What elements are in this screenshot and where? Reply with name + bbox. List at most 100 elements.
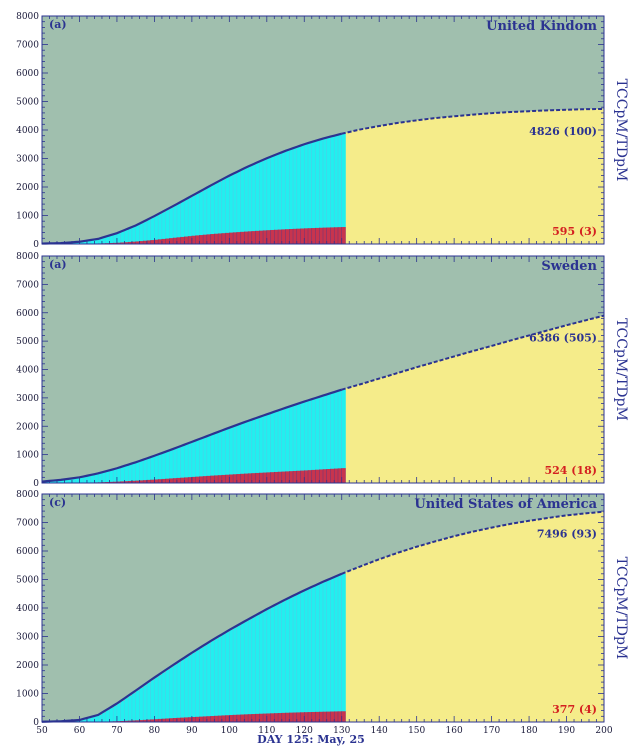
- cases-bar: [139, 688, 143, 722]
- cases-bar: [192, 653, 196, 722]
- deaths-bar: [267, 713, 271, 722]
- y-axis-label: TCCpM/TDpM: [613, 318, 629, 421]
- x-tick-label: 50: [36, 726, 48, 736]
- deaths-bar: [199, 476, 203, 483]
- panel-label: (c): [49, 496, 66, 509]
- deaths-bar: [259, 473, 263, 483]
- x-tick-label: 100: [221, 726, 238, 736]
- y-tick-label: 8000: [16, 490, 39, 500]
- cases-bar: [147, 683, 151, 722]
- cases-bar: [124, 698, 128, 722]
- deaths-bar: [222, 233, 226, 244]
- panel-2: 010002000300040005000600070008000(a)Swed…: [16, 252, 629, 489]
- cases-bar: [102, 472, 106, 483]
- deaths-bar: [327, 712, 331, 722]
- cases-bar: [229, 630, 233, 722]
- cases-bar: [252, 617, 256, 722]
- x-tick-label: 80: [149, 726, 161, 736]
- deaths-bar: [304, 712, 308, 722]
- deaths-bar: [342, 711, 346, 722]
- cases-bar: [132, 693, 136, 722]
- cases-bar: [177, 663, 181, 722]
- deaths-bar: [184, 477, 188, 483]
- cases-bar: [214, 639, 218, 722]
- deaths-value-label: 595 (3): [552, 225, 597, 238]
- deaths-bar: [312, 712, 316, 722]
- y-tick-label: 0: [33, 240, 39, 250]
- deaths-bar: [162, 239, 166, 244]
- cases-bar: [244, 622, 248, 722]
- cases-bar: [203, 646, 207, 722]
- cases-bar: [196, 440, 200, 483]
- cases-bar: [121, 701, 125, 722]
- cases-bar: [158, 675, 162, 722]
- cases-value-label: 6386 (505): [529, 332, 597, 345]
- y-tick-label: 2000: [16, 661, 39, 671]
- cases-bar: [158, 454, 162, 483]
- deaths-bar: [252, 714, 256, 722]
- cases-bar: [342, 574, 346, 722]
- cases-bar: [271, 607, 275, 722]
- deaths-bar: [214, 475, 218, 483]
- y-tick-label: 1000: [16, 451, 39, 461]
- deaths-bar: [207, 716, 211, 722]
- panel-label: (a): [49, 258, 67, 271]
- y-tick-label: 5000: [16, 337, 39, 347]
- cases-bar: [237, 626, 241, 722]
- cases-bar: [109, 470, 113, 483]
- cases-bar: [226, 632, 230, 722]
- cases-bar: [166, 670, 170, 722]
- deaths-bar: [177, 478, 181, 483]
- deaths-bar: [304, 228, 308, 244]
- deaths-bar: [274, 230, 278, 244]
- deaths-bar: [192, 477, 196, 483]
- cases-bar: [282, 601, 286, 722]
- x-tick-label: 150: [408, 726, 425, 736]
- cases-bar: [330, 579, 334, 722]
- cases-bar: [136, 691, 140, 722]
- deaths-bar: [147, 240, 151, 244]
- deaths-bar: [237, 715, 241, 722]
- deaths-bar: [162, 479, 166, 483]
- deaths-bar: [169, 238, 173, 244]
- cases-bar: [218, 637, 222, 722]
- x-tick-label: 200: [595, 726, 612, 736]
- deaths-bar: [334, 469, 338, 483]
- deaths-bar: [214, 716, 218, 722]
- x-axis-label: DAY 125: May, 25: [257, 733, 365, 746]
- deaths-bar: [334, 711, 338, 722]
- deaths-bar: [289, 229, 293, 244]
- deaths-bar: [274, 713, 278, 722]
- deaths-bar: [207, 234, 211, 244]
- deaths-bar: [177, 237, 181, 244]
- cases-bar: [139, 224, 143, 244]
- y-tick-label: 5000: [16, 98, 39, 108]
- cases-bar: [181, 660, 185, 722]
- cases-bar: [162, 453, 166, 483]
- cases-bar: [177, 448, 181, 483]
- deaths-bar: [297, 712, 301, 722]
- cases-bar: [151, 680, 155, 722]
- cases-bar: [132, 227, 136, 244]
- deaths-bar: [334, 227, 338, 244]
- cases-bar: [256, 615, 260, 722]
- cases-bar: [169, 450, 173, 483]
- y-axis-label: TCCpM/TDpM: [613, 557, 629, 660]
- deaths-bar: [169, 718, 173, 722]
- y-tick-label: 2000: [16, 422, 39, 432]
- cases-bar: [109, 708, 113, 722]
- cases-bar: [139, 461, 143, 483]
- cases-bar: [128, 696, 132, 722]
- cases-bar: [124, 230, 128, 244]
- cases-bar: [124, 466, 128, 483]
- deaths-bar: [297, 471, 301, 483]
- deaths-bar: [154, 479, 158, 483]
- deaths-bar: [319, 469, 323, 483]
- cases-bar: [143, 222, 147, 244]
- deaths-bar: [267, 230, 271, 244]
- deaths-bar: [327, 227, 331, 244]
- deaths-bar: [282, 229, 286, 244]
- deaths-bar: [199, 235, 203, 244]
- deaths-bar: [289, 471, 293, 483]
- cases-bar: [132, 463, 136, 483]
